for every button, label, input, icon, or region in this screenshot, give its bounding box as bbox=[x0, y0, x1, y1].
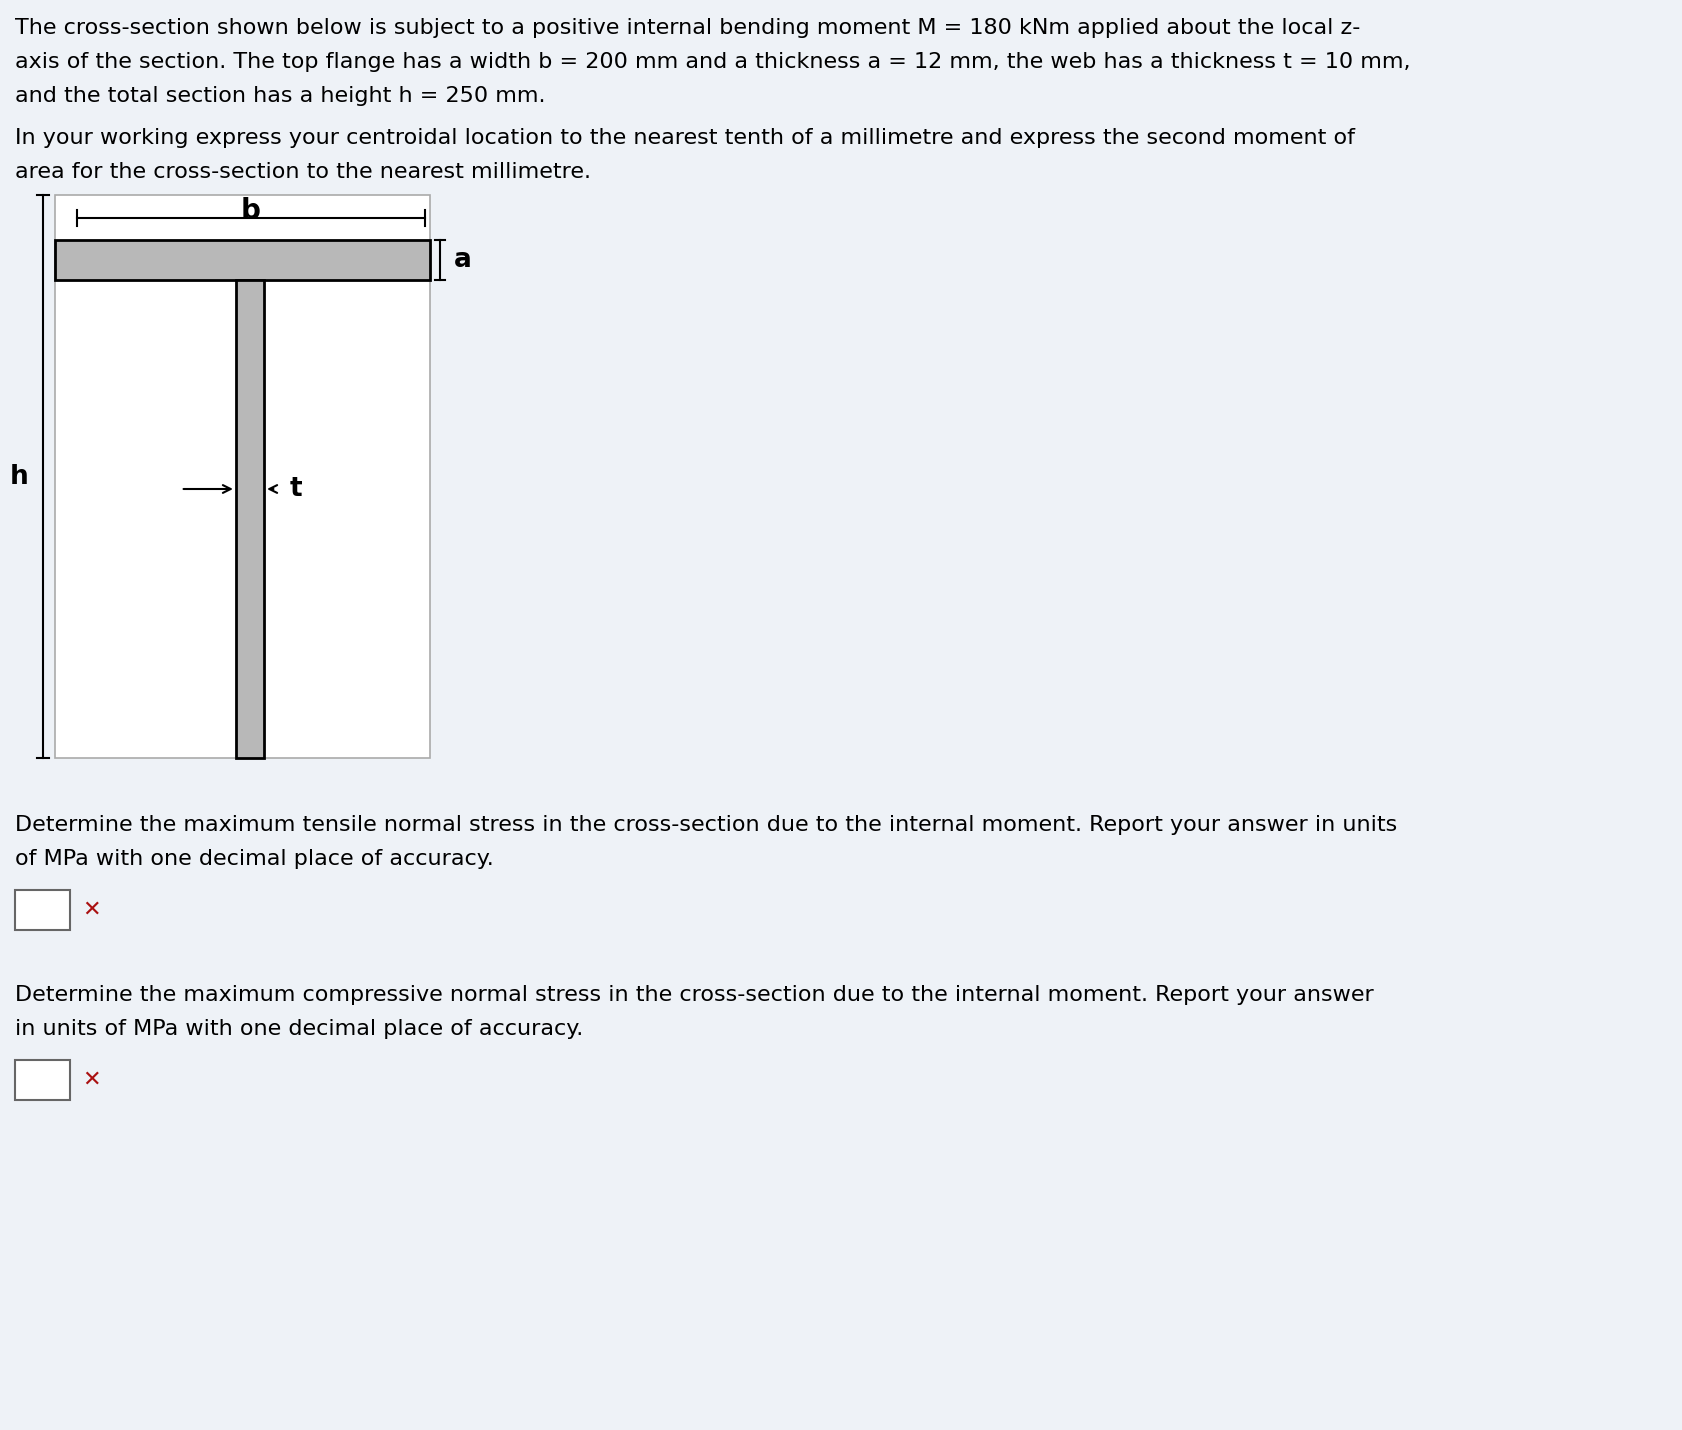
Text: Determine the maximum tensile normal stress in the cross-section due to the inte: Determine the maximum tensile normal str… bbox=[15, 815, 1398, 835]
Text: h: h bbox=[10, 463, 29, 489]
Text: Determine the maximum compressive normal stress in the cross-section due to the : Determine the maximum compressive normal… bbox=[15, 985, 1374, 1005]
Text: area for the cross-section to the nearest millimetre.: area for the cross-section to the neares… bbox=[15, 162, 590, 182]
Text: t: t bbox=[289, 476, 301, 502]
Text: b: b bbox=[241, 197, 261, 225]
Text: In your working express your centroidal location to the nearest tenth of a milli: In your working express your centroidal … bbox=[15, 129, 1356, 147]
Bar bbox=[15, 1060, 71, 1100]
Bar bbox=[15, 889, 71, 930]
Text: ✕: ✕ bbox=[82, 899, 101, 919]
Text: axis of the section. The top flange has a width b = 200 mm and a thickness a = 1: axis of the section. The top flange has … bbox=[15, 51, 1411, 72]
Bar bbox=[56, 194, 431, 758]
Bar bbox=[56, 240, 431, 280]
Text: a: a bbox=[454, 247, 473, 273]
Text: ✕: ✕ bbox=[82, 1070, 101, 1090]
Bar bbox=[235, 280, 264, 758]
Text: and the total section has a height h = 250 mm.: and the total section has a height h = 2… bbox=[15, 86, 545, 106]
Text: The cross-section shown below is subject to a positive internal bending moment M: The cross-section shown below is subject… bbox=[15, 19, 1361, 39]
Text: in units of MPa with one decimal place of accuracy.: in units of MPa with one decimal place o… bbox=[15, 1020, 584, 1040]
Text: of MPa with one decimal place of accuracy.: of MPa with one decimal place of accurac… bbox=[15, 849, 495, 869]
